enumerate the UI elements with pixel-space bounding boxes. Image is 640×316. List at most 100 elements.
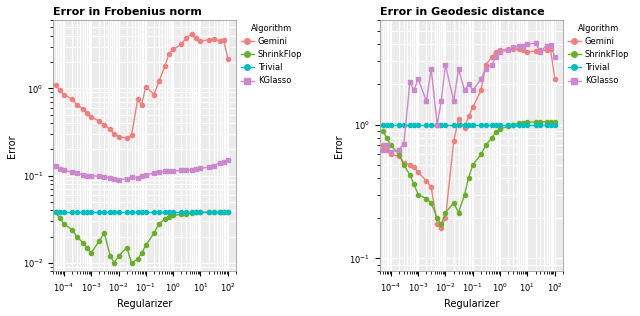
Trivial [465, 123, 472, 126]
Gemini [547, 47, 554, 51]
Gemini [410, 165, 418, 169]
Gemini [177, 42, 185, 46]
ShrinkFlop [100, 231, 108, 235]
ShrinkFlop [519, 121, 527, 125]
KGlasso [450, 99, 458, 103]
Gemini [442, 216, 449, 220]
KGlasso [216, 161, 223, 165]
KGlasso [177, 168, 185, 172]
Trivial [73, 210, 81, 214]
ShrinkFlop [442, 211, 449, 215]
Gemini [406, 163, 414, 167]
ShrinkFlop [465, 176, 472, 180]
Gemini [83, 111, 91, 115]
KGlasso [536, 50, 544, 54]
Trivial [410, 123, 418, 126]
ShrinkFlop [400, 163, 408, 167]
Gemini [224, 57, 232, 60]
Trivial [224, 210, 232, 214]
Gemini [543, 48, 550, 52]
ShrinkFlop [437, 222, 445, 226]
ShrinkFlop [428, 201, 435, 205]
Trivial [68, 210, 76, 214]
KGlasso [52, 164, 60, 167]
ShrinkFlop [536, 120, 544, 124]
KGlasso [414, 77, 422, 81]
Gemini [150, 93, 158, 96]
KGlasso [482, 67, 490, 71]
Gemini [188, 32, 196, 36]
ShrinkFlop [220, 210, 227, 214]
Trivial [524, 123, 531, 126]
Text: Error in Geodesic distance: Error in Geodesic distance [380, 7, 545, 17]
ShrinkFlop [88, 251, 95, 255]
ShrinkFlop [106, 254, 114, 258]
Gemini [383, 148, 390, 152]
Trivial [543, 123, 550, 126]
Gemini [519, 48, 527, 52]
Gemini [469, 105, 477, 109]
Trivial [414, 123, 422, 126]
Gemini [79, 107, 87, 111]
Legend: Gemini, ShrinkFlop, Trivial, KGlasso: Gemini, ShrinkFlop, Trivial, KGlasso [238, 21, 306, 89]
ShrinkFlop [496, 127, 504, 131]
KGlasso [60, 168, 68, 172]
Gemini [216, 39, 223, 43]
Gemini [161, 64, 169, 68]
Gemini [73, 103, 81, 106]
Gemini [515, 47, 523, 51]
Gemini [465, 115, 472, 118]
KGlasso [383, 143, 390, 147]
Trivial [496, 123, 504, 126]
KGlasso [396, 148, 403, 152]
KGlasso [83, 174, 91, 178]
KGlasso [106, 176, 114, 179]
ShrinkFlop [406, 173, 414, 177]
KGlasso [100, 175, 108, 179]
ShrinkFlop [524, 120, 531, 124]
KGlasso [111, 177, 118, 181]
Trivial [106, 210, 114, 214]
Trivial [532, 123, 540, 126]
Line: Gemini: Gemini [54, 32, 230, 140]
ShrinkFlop [138, 251, 145, 255]
ShrinkFlop [532, 120, 540, 124]
KGlasso [134, 176, 141, 179]
KGlasso [387, 150, 395, 154]
Gemini [400, 161, 408, 165]
Trivial [210, 210, 218, 214]
Gemini [414, 170, 422, 174]
Trivial [56, 210, 63, 214]
ShrinkFlop [161, 217, 169, 221]
ShrinkFlop [383, 136, 390, 139]
Trivial [123, 210, 131, 214]
KGlasso [142, 173, 150, 177]
KGlasso [437, 99, 445, 103]
Line: KGlasso: KGlasso [381, 41, 557, 155]
Gemini [387, 152, 395, 156]
KGlasso [170, 169, 177, 173]
KGlasso [465, 82, 472, 86]
ShrinkFlop [52, 210, 60, 214]
Gemini [433, 222, 441, 226]
ShrinkFlop [196, 210, 204, 214]
KGlasso [165, 169, 173, 173]
ShrinkFlop [414, 193, 422, 197]
ShrinkFlop [387, 143, 395, 147]
Line: ShrinkFlop: ShrinkFlop [54, 210, 230, 265]
Gemini [477, 88, 485, 92]
KGlasso [68, 170, 76, 174]
KGlasso [73, 172, 81, 175]
Gemini [210, 37, 218, 41]
Gemini [88, 115, 95, 119]
Trivial [155, 210, 163, 214]
Trivial [83, 210, 91, 214]
ShrinkFlop [396, 152, 403, 156]
Gemini [496, 48, 504, 52]
Gemini [182, 36, 190, 40]
Gemini [142, 85, 150, 88]
Trivial [400, 123, 408, 126]
KGlasso [79, 173, 87, 176]
Gemini [134, 97, 141, 101]
Trivial [128, 210, 136, 214]
